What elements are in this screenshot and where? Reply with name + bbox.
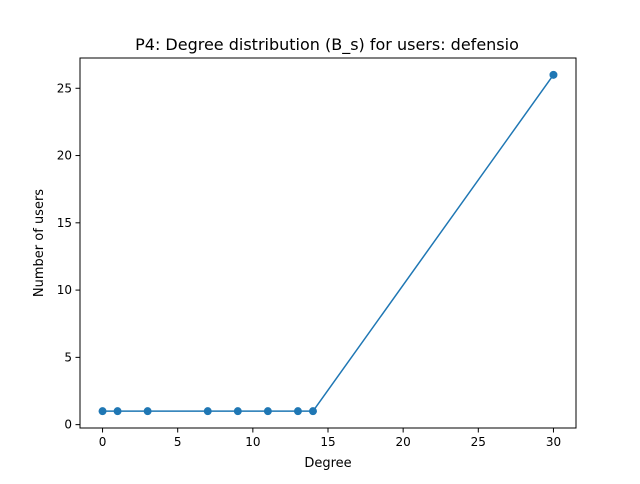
data-point [233, 407, 242, 416]
x-axis-ticks: 0 5 10 15 20 25 30 [99, 428, 561, 449]
y-tick-label: 20 [57, 149, 72, 163]
x-tick-label: 5 [174, 435, 182, 449]
y-tick-label: 15 [57, 216, 72, 230]
data-point [308, 407, 317, 416]
data-point [98, 407, 107, 416]
chart-title: P4: Degree distribution (B_s) for users:… [135, 35, 519, 55]
data-point [113, 407, 122, 416]
x-tick-label: 25 [471, 435, 486, 449]
x-tick-label: 30 [546, 435, 561, 449]
data-point [263, 407, 272, 416]
data-point [549, 70, 558, 79]
x-tick-label: 15 [320, 435, 335, 449]
y-tick-label: 0 [64, 418, 72, 432]
x-axis-label: Degree [304, 456, 351, 471]
y-tick-label: 25 [57, 81, 72, 95]
x-tick-label: 0 [99, 435, 107, 449]
y-axis-ticks: 0 5 10 15 20 25 [57, 81, 80, 432]
plot-area [98, 70, 558, 416]
y-tick-label: 10 [57, 283, 72, 297]
data-point [143, 407, 152, 416]
x-tick-label: 10 [245, 435, 260, 449]
y-axis-label: Number of users [32, 189, 47, 297]
data-point [203, 407, 212, 416]
data-point [293, 407, 302, 416]
x-tick-label: 20 [396, 435, 411, 449]
y-tick-label: 5 [64, 350, 72, 364]
